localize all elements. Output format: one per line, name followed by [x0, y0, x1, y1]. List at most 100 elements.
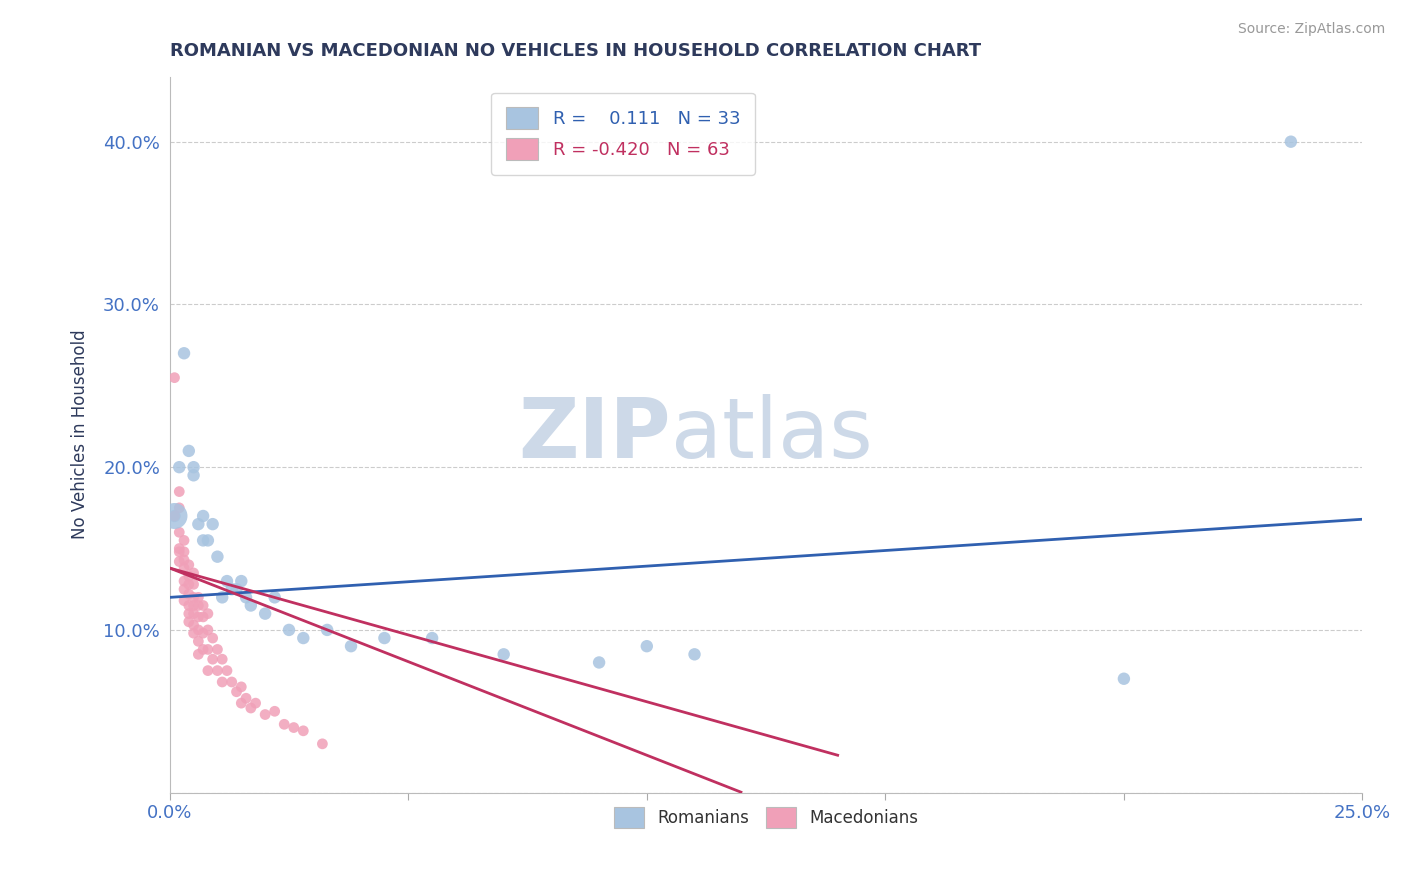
Point: [683, 648, 706, 662]
Point: [197, 642, 219, 657]
Point: [163, 508, 186, 523]
Point: [588, 656, 610, 670]
Point: [221, 675, 243, 690]
Point: [215, 574, 238, 588]
Point: [177, 577, 200, 591]
Point: [492, 648, 515, 662]
Point: [173, 593, 195, 607]
Point: [173, 574, 195, 588]
Point: [173, 561, 195, 575]
Text: Source: ZipAtlas.com: Source: ZipAtlas.com: [1237, 22, 1385, 37]
Text: ZIP: ZIP: [519, 394, 671, 475]
Point: [231, 680, 253, 694]
Point: [197, 664, 219, 678]
Point: [187, 634, 209, 648]
Text: ROMANIAN VS MACEDONIAN NO VEHICLES IN HOUSEHOLD CORRELATION CHART: ROMANIAN VS MACEDONIAN NO VEHICLES IN HO…: [170, 42, 981, 60]
Point: [183, 599, 205, 613]
Point: [235, 691, 257, 706]
Point: [187, 610, 209, 624]
Point: [340, 639, 363, 653]
Point: [169, 525, 191, 540]
Point: [187, 599, 209, 613]
Point: [163, 370, 186, 384]
Point: [183, 577, 205, 591]
Point: [169, 484, 191, 499]
Point: [211, 675, 233, 690]
Point: [636, 639, 658, 653]
Point: [183, 566, 205, 580]
Point: [420, 631, 443, 645]
Point: [177, 607, 200, 621]
Point: [191, 533, 214, 548]
Legend: Romanians, Macedonians: Romanians, Macedonians: [607, 801, 925, 834]
Point: [183, 618, 205, 632]
Point: [169, 545, 191, 559]
Point: [215, 664, 238, 678]
Point: [183, 460, 205, 475]
Point: [373, 631, 395, 645]
Point: [173, 553, 195, 567]
Point: [191, 508, 214, 523]
Point: [177, 587, 200, 601]
Point: [183, 607, 205, 621]
Point: [231, 696, 253, 710]
Point: [221, 582, 243, 597]
Y-axis label: No Vehicles in Household: No Vehicles in Household: [72, 330, 89, 540]
Point: [207, 549, 229, 564]
Point: [173, 545, 195, 559]
Point: [187, 623, 209, 637]
Point: [245, 696, 267, 710]
Point: [225, 685, 247, 699]
Point: [239, 701, 262, 715]
Point: [316, 623, 339, 637]
Point: [239, 599, 262, 613]
Point: [183, 591, 205, 605]
Point: [263, 591, 285, 605]
Point: [183, 468, 205, 483]
Point: [201, 517, 224, 532]
Point: [169, 460, 191, 475]
Point: [201, 652, 224, 666]
Point: [173, 582, 195, 597]
Point: [225, 582, 247, 597]
Point: [197, 623, 219, 637]
Point: [283, 721, 305, 735]
Point: [263, 704, 285, 718]
Point: [292, 723, 315, 738]
Point: [211, 591, 233, 605]
Point: [197, 533, 219, 548]
Point: [187, 648, 209, 662]
Point: [191, 626, 214, 640]
Point: [207, 664, 229, 678]
Point: [173, 533, 195, 548]
Point: [1279, 135, 1302, 149]
Point: [163, 508, 186, 523]
Point: [197, 607, 219, 621]
Point: [235, 591, 257, 605]
Point: [169, 500, 191, 515]
Point: [177, 569, 200, 583]
Point: [254, 707, 277, 722]
Point: [173, 346, 195, 360]
Point: [292, 631, 315, 645]
Point: [201, 631, 224, 645]
Point: [169, 541, 191, 556]
Point: [183, 626, 205, 640]
Point: [311, 737, 333, 751]
Point: [273, 717, 295, 731]
Point: [278, 623, 301, 637]
Point: [231, 574, 253, 588]
Point: [211, 652, 233, 666]
Point: [187, 517, 209, 532]
Point: [169, 555, 191, 569]
Point: [177, 599, 200, 613]
Point: [177, 558, 200, 572]
Point: [177, 615, 200, 629]
Point: [191, 610, 214, 624]
Point: [1112, 672, 1135, 686]
Point: [191, 599, 214, 613]
Point: [187, 591, 209, 605]
Text: atlas: atlas: [671, 394, 872, 475]
Point: [191, 642, 214, 657]
Point: [207, 642, 229, 657]
